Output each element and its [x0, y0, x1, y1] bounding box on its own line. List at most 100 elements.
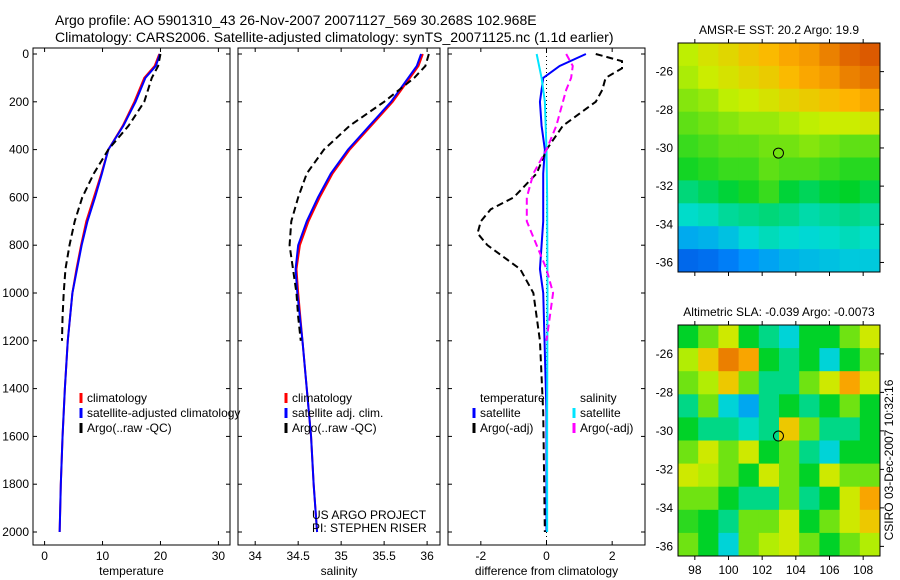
heatmap-cell [799, 417, 820, 441]
heatmap-cell [819, 348, 841, 372]
heatmap-cell [678, 394, 699, 418]
heatmap-cell [799, 88, 820, 113]
heatmap-cell [819, 134, 841, 158]
heatmap-cell [738, 325, 760, 349]
heatmap-cell [819, 532, 841, 557]
lat-tick-label: -36 [656, 255, 674, 269]
series-temperature-satellite [538, 53, 587, 532]
y-tick-label: 400 [9, 143, 29, 157]
x-tick-label: 2 [609, 549, 616, 563]
legend-label: satellite [580, 406, 621, 420]
heatmap-cell [859, 65, 881, 90]
heatmap-cell [799, 157, 820, 181]
heatmap-cell [839, 111, 861, 136]
heatmap-cell [718, 463, 740, 488]
heatmap-cell [839, 532, 861, 557]
heatmap-cell [738, 348, 760, 372]
title-line-1: Argo profile: AO 5901310_43 26-Nov-2007 … [55, 12, 537, 28]
x-tick-label: 34 [249, 549, 263, 563]
heatmap-cell [859, 532, 881, 557]
heatmap-cell [758, 348, 780, 372]
lat-tick-label: -26 [656, 347, 674, 361]
heatmap-cell [799, 249, 820, 273]
series-salinity-satellite [535, 53, 549, 532]
heatmap-cell [819, 88, 841, 113]
lat-tick-label: -28 [656, 103, 674, 117]
heatmap-cell [819, 325, 841, 349]
heatmap-cell [678, 180, 699, 204]
heatmap-cell [859, 111, 881, 136]
heatmap-cell [819, 157, 841, 181]
x-tick-label: 10 [96, 549, 110, 563]
heatmap-cell [859, 180, 881, 204]
heatmap-cell [718, 65, 740, 90]
legend-label: satellite adj. clim. [292, 406, 383, 420]
heatmap-cell [839, 134, 861, 158]
x-tick-label: 34.5 [286, 549, 310, 563]
y-tick-label: 600 [9, 190, 29, 204]
heatmap-cell [718, 348, 740, 372]
heatmap-cell [678, 249, 699, 273]
heatmap-cell [678, 111, 699, 136]
heatmap-cell [738, 440, 760, 465]
heatmap-cell [738, 249, 760, 273]
heatmap-cell [698, 394, 719, 418]
heatmap-cell [738, 180, 760, 204]
heatmap-cell [738, 111, 760, 136]
legend-label: salinity [580, 391, 617, 405]
heatmap-cell [859, 348, 881, 372]
heatmap-cell [779, 157, 800, 181]
heatmap-cell [698, 486, 719, 511]
heatmap-cell [698, 65, 719, 90]
x-axis-label: temperature [99, 564, 164, 578]
heatmap-cell [779, 111, 800, 136]
heatmap-cell [799, 180, 820, 204]
heatmap-cell [799, 226, 820, 250]
y-tick-label: 1400 [2, 382, 29, 396]
heatmap-cell [738, 463, 760, 488]
heatmap-cell [718, 203, 740, 227]
heatmap-cell [799, 203, 820, 227]
heatmap-cell [758, 440, 780, 465]
heatmap-cell [678, 532, 699, 557]
heatmap-cell [738, 43, 760, 67]
heatmap-cell [839, 348, 861, 372]
legend-label: Argo(..raw -QC) [87, 421, 172, 435]
heatmap-cell [678, 440, 699, 465]
heatmap-cell [718, 371, 740, 395]
lon-tick-label: 108 [853, 563, 873, 577]
title-line-2: Climatology: CARS2006. Satellite-adjuste… [55, 29, 614, 45]
legend-label: Argo(-adj) [580, 421, 633, 435]
heatmap-cell [738, 486, 760, 511]
heatmap-cell [779, 249, 800, 273]
y-tick-label: 1600 [2, 429, 29, 443]
series-salinity-argo-adj- [525, 53, 574, 341]
series-climatology [58, 53, 161, 533]
heatmap-cell [738, 157, 760, 181]
heatmap-cell [718, 249, 740, 273]
heatmap-cell [698, 88, 719, 113]
heatmap-cell [758, 394, 780, 418]
heatmap-cell [859, 440, 881, 465]
heatmap-cell [758, 249, 780, 273]
legend-label: satellite-adjusted climatology [87, 406, 240, 420]
heatmap-cell [799, 440, 820, 465]
heatmap-cell [779, 203, 800, 227]
argo-location-marker [772, 430, 784, 442]
heatmap-cell [698, 203, 719, 227]
lat-tick-label: -32 [656, 179, 674, 193]
heatmap-cell [678, 157, 699, 181]
heatmap-cell [758, 463, 780, 488]
heatmap-cell [698, 111, 719, 136]
heatmap-cell [799, 348, 820, 372]
heatmap-cell [859, 134, 881, 158]
heatmap-cell [839, 157, 861, 181]
heatmap-cell [738, 203, 760, 227]
heatmap-cell [779, 417, 800, 441]
heatmap-cell [799, 486, 820, 511]
heatmap-cell [799, 463, 820, 488]
heatmap-cell [698, 249, 719, 273]
heatmap-cell [779, 463, 800, 488]
heatmap-cell [738, 371, 760, 395]
